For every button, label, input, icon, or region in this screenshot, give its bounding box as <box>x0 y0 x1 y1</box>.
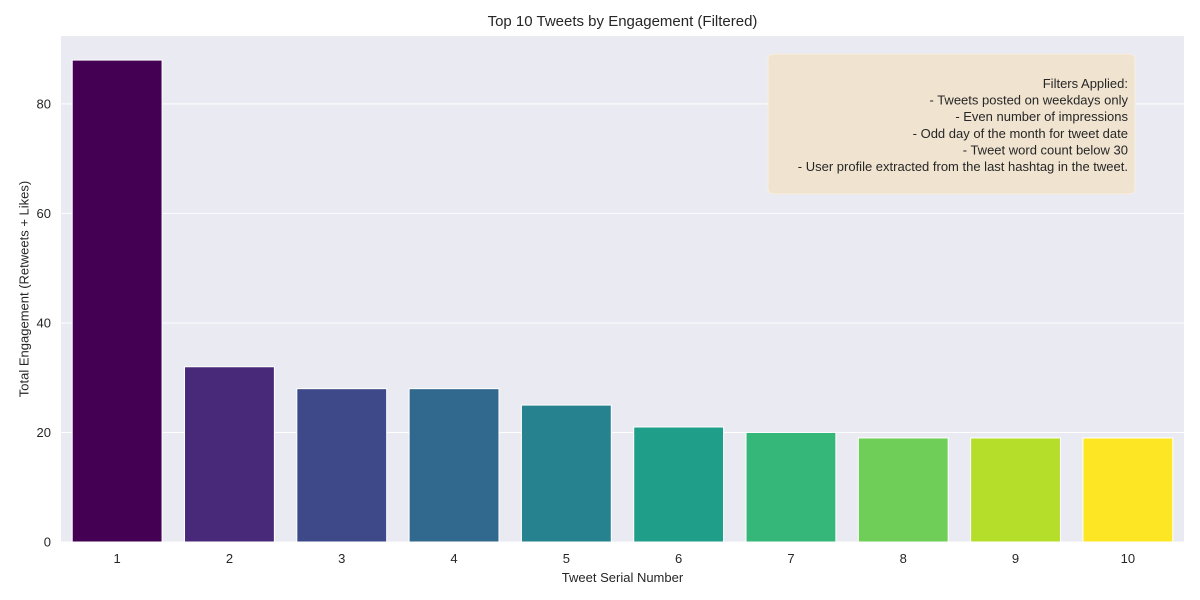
x-tick-label: 3 <box>338 551 345 566</box>
bar-1 <box>71 59 163 543</box>
x-axis-label: Tweet Serial Number <box>562 570 684 585</box>
x-tick-label: 2 <box>226 551 233 566</box>
annotation-line: - Even number of impressions <box>955 109 1128 124</box>
y-tick-label: 0 <box>44 535 51 550</box>
bar-8 <box>857 437 949 543</box>
y-tick-label: 60 <box>37 206 51 221</box>
bar-3 <box>296 388 388 543</box>
x-tick-label: 7 <box>787 551 794 566</box>
bar-4 <box>408 388 500 543</box>
annotation-line: - Tweets posted on weekdays only <box>930 93 1129 108</box>
annotation-line: - User profile extracted from the last h… <box>798 159 1128 174</box>
x-tick-labels: 1 2 3 4 5 6 7 8 9 10 <box>114 551 1136 566</box>
annotation-box <box>767 53 1136 195</box>
x-tick-label: 6 <box>675 551 682 566</box>
bar-7 <box>745 431 837 543</box>
y-axis-label: Total Engagement (Retweets + Likes) <box>16 181 31 397</box>
bar-9 <box>970 437 1061 543</box>
annotation-line: - Tweet word count below 30 <box>963 142 1128 157</box>
chart-title: Top 10 Tweets by Engagement (Filtered) <box>488 13 758 30</box>
bar-6 <box>633 426 725 543</box>
x-tick-label: 1 <box>114 551 121 566</box>
y-tick-labels: 0 20 40 60 80 <box>37 96 51 549</box>
bars <box>71 59 1174 543</box>
x-tick-label: 4 <box>450 551 457 566</box>
filters-annotation: Filters Applied: - Tweets posted on weekd… <box>767 53 1136 195</box>
x-tick-label: 10 <box>1121 551 1135 566</box>
annotation-line: Filters Applied: <box>1043 76 1128 91</box>
y-tick-label: 40 <box>37 315 51 330</box>
y-tick-label: 80 <box>37 96 51 111</box>
bar-2 <box>184 366 275 543</box>
x-tick-label: 5 <box>563 551 570 566</box>
y-tick-label: 20 <box>37 425 51 440</box>
annotation-line: - Odd day of the month for tweet date <box>913 126 1128 141</box>
x-tick-label: 9 <box>1012 551 1019 566</box>
bar-10 <box>1082 437 1174 543</box>
bar-5 <box>520 404 612 543</box>
x-tick-label: 8 <box>900 551 907 566</box>
